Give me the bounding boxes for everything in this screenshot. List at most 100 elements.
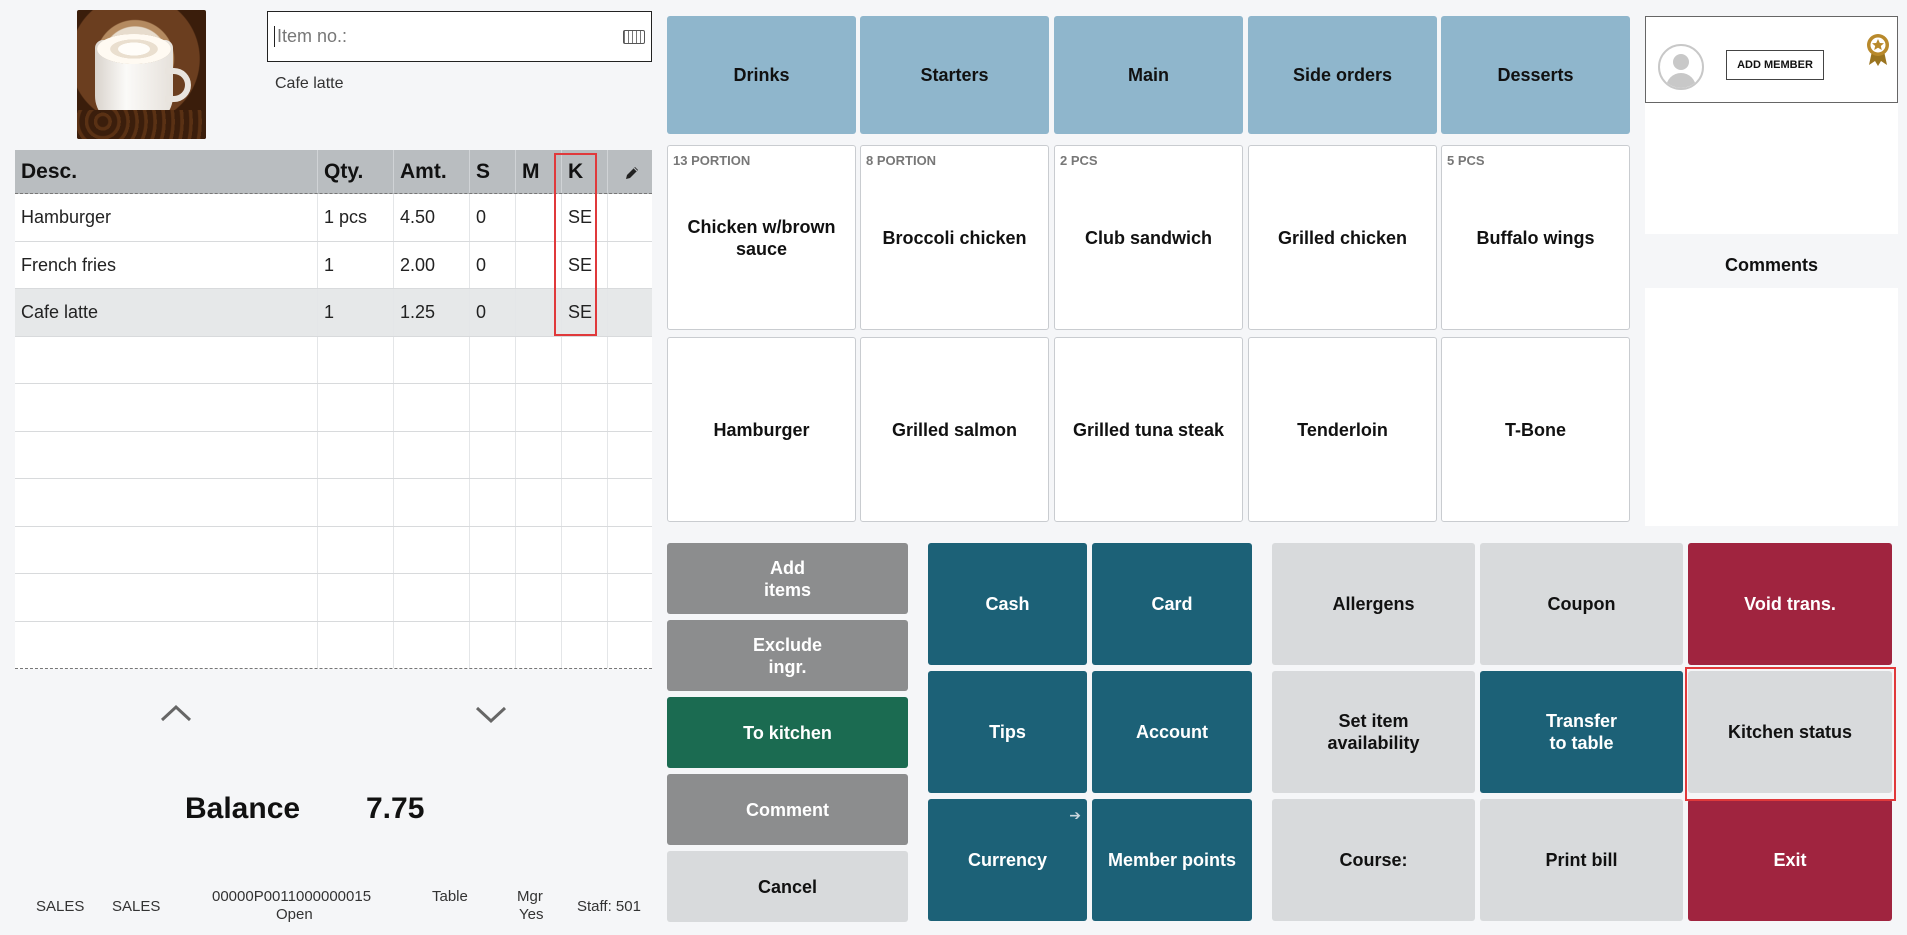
pencil-icon[interactable] — [624, 165, 640, 181]
row-qty: 1 pcs — [318, 194, 394, 241]
table-row[interactable]: Hamburger 1 pcs 4.50 0 SE — [15, 194, 652, 242]
product-name: Chicken w/brown sauce — [687, 216, 836, 259]
transfer-to-table-button[interactable]: Transfer to table — [1480, 671, 1683, 793]
product-stock-badge: 8 PORTION — [866, 153, 937, 168]
account-button[interactable]: Account — [1092, 671, 1252, 793]
product-name: Buffalo wings — [1476, 227, 1595, 248]
row-k: SE — [562, 241, 608, 288]
chevron-down-icon[interactable] — [473, 702, 509, 726]
void-transaction-button[interactable]: Void trans. — [1688, 543, 1892, 665]
row-qty: 1 — [318, 241, 394, 288]
row-k: SE — [562, 289, 608, 336]
category-desserts[interactable]: Desserts — [1441, 16, 1630, 134]
col-k[interactable]: K — [562, 150, 608, 193]
status-staff: Staff: 501 — [577, 898, 641, 915]
item-number-input-box[interactable] — [267, 11, 652, 62]
print-bill-button[interactable]: Print bill — [1480, 799, 1683, 921]
cash-button[interactable]: Cash — [928, 543, 1087, 665]
product-name: Grilled salmon — [891, 419, 1018, 440]
product-tile[interactable]: Tenderloin — [1248, 337, 1437, 522]
status-mode: SALES — [36, 898, 85, 915]
selected-item-name: Cafe latte — [275, 75, 344, 92]
chevron-up-icon[interactable] — [158, 702, 194, 726]
row-desc: French fries — [15, 241, 318, 288]
avatar-icon — [1658, 44, 1704, 90]
coupon-button[interactable]: Coupon — [1480, 543, 1683, 665]
product-name: Grilled chicken — [1277, 227, 1408, 248]
product-tile[interactable]: 8 PORTION Broccoli chicken — [860, 145, 1049, 330]
row-k: SE — [562, 194, 608, 241]
tips-button[interactable]: Tips — [928, 671, 1087, 793]
product-tile[interactable]: Grilled tuna steak — [1054, 337, 1243, 522]
col-qty[interactable]: Qty. — [318, 150, 394, 193]
row-m — [516, 194, 562, 241]
comments-box[interactable] — [1645, 288, 1898, 526]
empty-row — [15, 574, 652, 622]
product-tile[interactable]: Hamburger — [667, 337, 856, 522]
to-kitchen-button[interactable]: To kitchen — [667, 697, 908, 768]
edit-column[interactable] — [608, 150, 652, 193]
product-name: Tenderloin — [1297, 419, 1388, 440]
product-tile[interactable]: Grilled chicken — [1248, 145, 1437, 330]
product-image — [77, 10, 206, 139]
col-amt[interactable]: Amt. — [394, 150, 470, 193]
currency-button[interactable]: ➔ Currency — [928, 799, 1087, 921]
cancel-button[interactable]: Cancel — [667, 851, 908, 922]
add-items-button[interactable]: Add items — [667, 543, 908, 614]
row-edit — [608, 194, 652, 241]
keyboard-icon[interactable] — [623, 30, 645, 44]
set-item-label-line1: Set item — [1338, 711, 1409, 731]
allergens-button[interactable]: Allergens — [1272, 543, 1475, 665]
transaction-state: Open — [276, 906, 313, 923]
member-points-button[interactable]: Member points — [1092, 799, 1252, 921]
row-amt: 4.50 — [394, 194, 470, 241]
exclude-ingredients-button[interactable]: Exclude ingr. — [667, 620, 908, 691]
arrow-right-icon: ➔ — [1069, 807, 1081, 823]
row-m — [516, 289, 562, 336]
table-row-selected[interactable]: Cafe latte 1 1.25 0 SE — [15, 289, 652, 337]
set-item-availability-button[interactable]: Set item availability — [1272, 671, 1475, 793]
row-m — [516, 241, 562, 288]
status-mgr-value: Yes — [519, 906, 544, 923]
product-name: T-Bone — [1505, 419, 1566, 440]
product-name: Club sandwich — [1084, 227, 1212, 248]
product-tile[interactable]: T-Bone — [1441, 337, 1630, 522]
product-tile[interactable]: 5 PCS Buffalo wings — [1441, 145, 1630, 330]
status-table: Table — [432, 888, 468, 905]
row-desc: Cafe latte — [15, 289, 318, 336]
transfer-label-line2: to table — [1549, 733, 1614, 753]
category-side-orders[interactable]: Side orders — [1248, 16, 1437, 134]
kitchen-status-button[interactable]: Kitchen status — [1688, 671, 1892, 793]
category-main[interactable]: Main — [1054, 16, 1243, 134]
product-tile[interactable]: Grilled salmon — [860, 337, 1049, 522]
award-icon — [1867, 34, 1889, 66]
col-m[interactable]: M — [516, 150, 562, 193]
empty-row — [15, 431, 652, 479]
course-button[interactable]: Course: — [1272, 799, 1475, 921]
member-info-area — [1645, 103, 1898, 234]
add-member-button[interactable]: ADD MEMBER — [1726, 50, 1824, 80]
row-s: 0 — [470, 194, 516, 241]
exit-button[interactable]: Exit — [1688, 799, 1892, 921]
balance-value: 7.75 — [366, 792, 425, 825]
exclude-label-line1: Exclude — [752, 634, 823, 655]
exclude-label-line2: ingr. — [768, 656, 807, 677]
order-table-header: Desc. Qty. Amt. S M K — [15, 150, 652, 194]
table-row[interactable]: French fries 1 2.00 0 SE — [15, 241, 652, 289]
category-starters[interactable]: Starters — [860, 16, 1049, 134]
category-drinks[interactable]: Drinks — [667, 16, 856, 134]
col-desc[interactable]: Desc. — [15, 150, 318, 193]
add-items-label-line1: Add — [770, 557, 805, 578]
product-name: Broccoli chicken — [882, 227, 1027, 248]
row-edit — [608, 242, 652, 289]
item-number-input[interactable] — [274, 26, 594, 47]
row-amt: 1.25 — [394, 289, 470, 336]
col-s[interactable]: S — [470, 150, 516, 193]
product-tile[interactable]: 13 PORTION Chicken w/brown sauce — [667, 145, 856, 330]
product-tile[interactable]: 2 PCS Club sandwich — [1054, 145, 1243, 330]
comment-button[interactable]: Comment — [667, 774, 908, 845]
transaction-id: 00000P0011000000015 — [212, 888, 372, 905]
empty-row — [15, 384, 652, 432]
row-qty: 1 — [318, 289, 394, 336]
card-button[interactable]: Card — [1092, 543, 1252, 665]
